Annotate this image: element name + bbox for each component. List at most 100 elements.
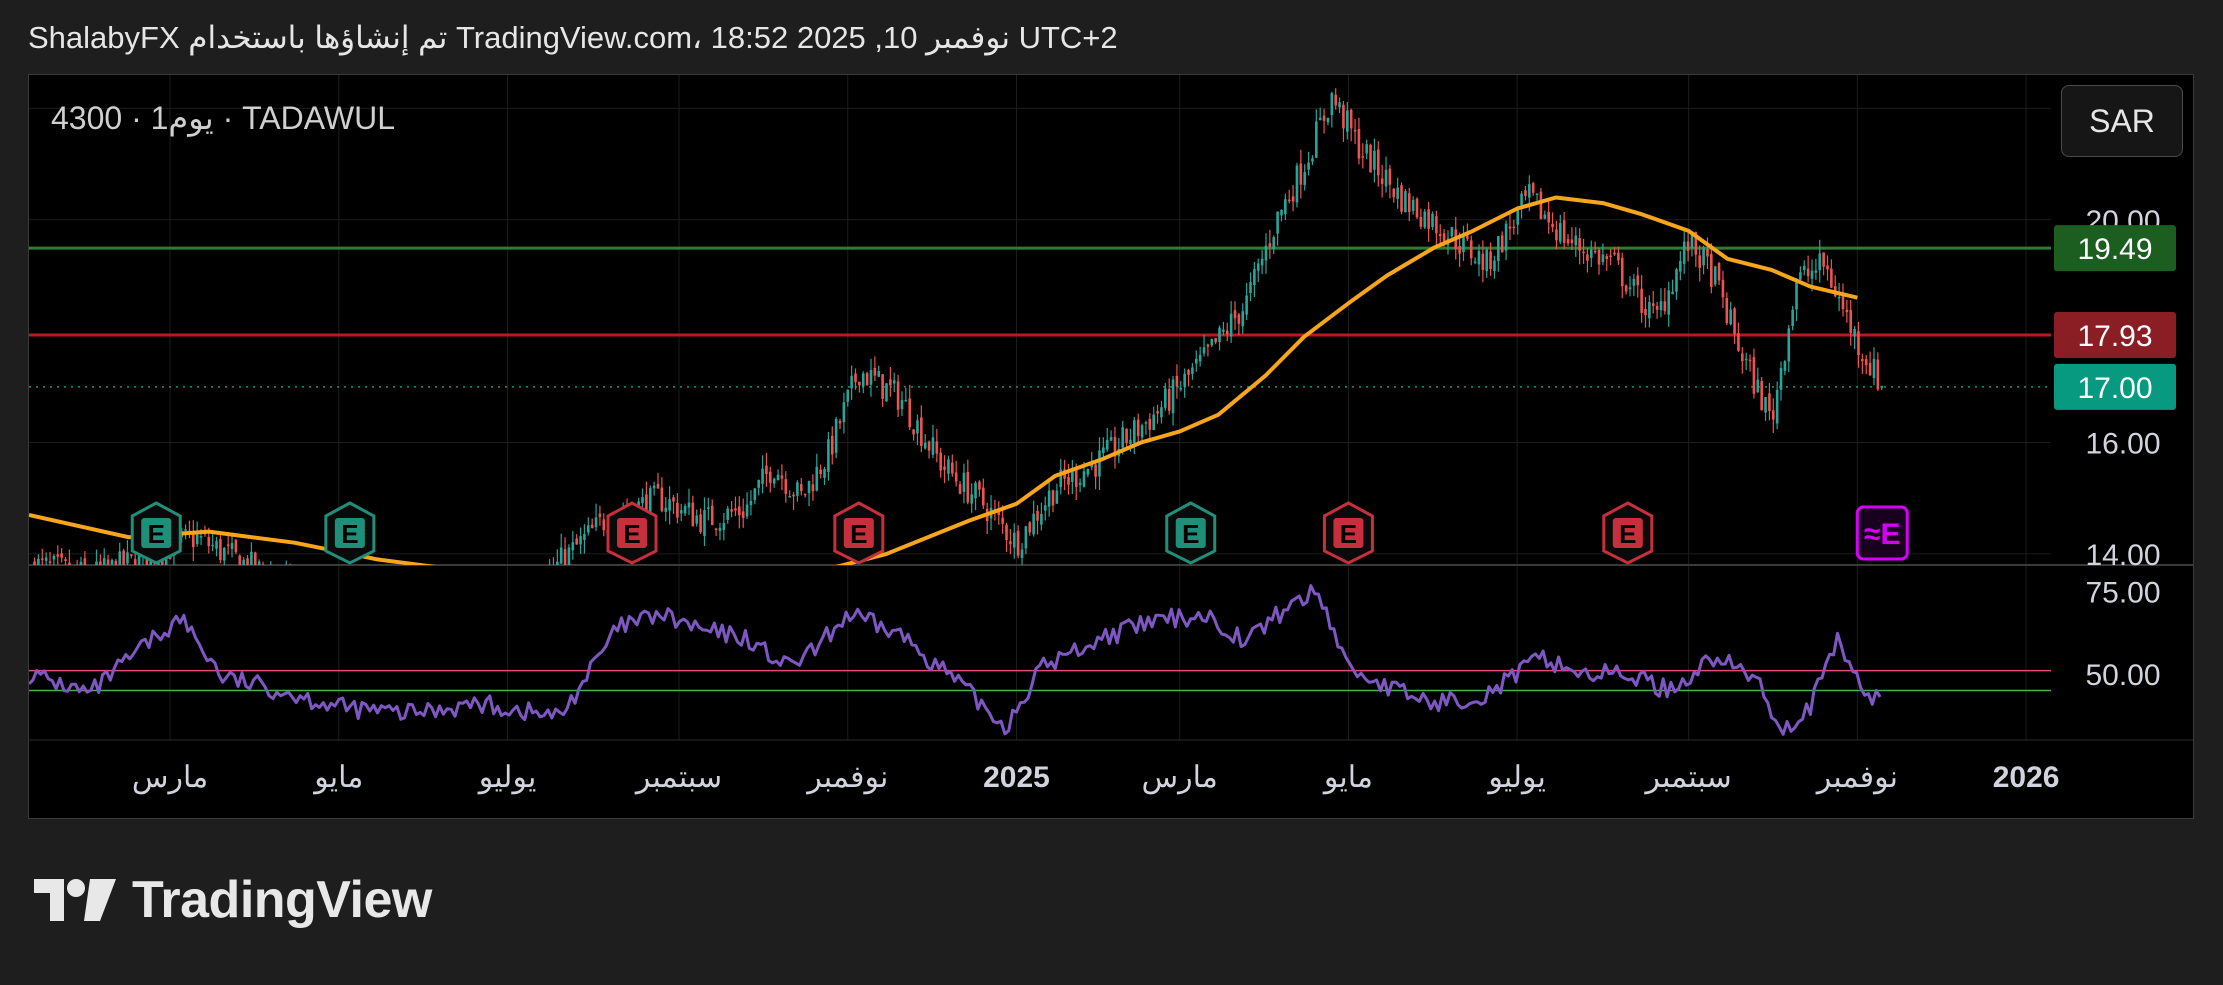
chart-header-attribution: ShalabyFX تم إنشاؤها باستخدام TradingVie… xyxy=(28,20,1118,55)
candle-body xyxy=(529,586,532,591)
price-badge-17.93 xyxy=(2054,312,2176,359)
candle-body xyxy=(1872,358,1876,379)
candle-body xyxy=(1346,110,1349,132)
candle-body xyxy=(471,597,474,610)
candle-body xyxy=(1679,260,1682,272)
candle-body xyxy=(1845,309,1849,313)
chart-panel[interactable]: EEEEEEE≈E14.0016.0020.0022.0019.4917.931… xyxy=(28,74,2194,819)
candle-body xyxy=(1752,357,1756,394)
candle-body xyxy=(1477,250,1481,265)
currency-button[interactable]: SAR xyxy=(2061,85,2183,157)
candle-body xyxy=(1047,490,1051,507)
candle-body xyxy=(1481,253,1485,270)
candle-body xyxy=(912,429,915,435)
candle-body xyxy=(1783,361,1787,371)
candle-body xyxy=(904,399,908,402)
candle-body xyxy=(1098,450,1101,477)
candle-body xyxy=(347,593,350,598)
candle-body xyxy=(1253,268,1256,286)
candle-body xyxy=(273,577,276,582)
candle-body xyxy=(858,381,861,386)
candle-body xyxy=(482,591,485,601)
candle-body xyxy=(1690,231,1694,248)
candle-body xyxy=(401,602,404,606)
candle-body xyxy=(1303,172,1307,186)
candle-body xyxy=(64,559,67,561)
candle-body xyxy=(1849,309,1853,333)
candle-body xyxy=(1713,266,1717,285)
candle-body xyxy=(575,538,578,545)
candle-body xyxy=(830,435,834,455)
candle-body xyxy=(745,504,749,517)
symbol-legend[interactable]: 4300 · 1يوم · TADAWUL xyxy=(51,100,395,136)
candle-body xyxy=(242,559,245,565)
date-axis-tick: 2026 xyxy=(1993,761,2060,794)
candle-body xyxy=(1531,183,1535,193)
candle-body xyxy=(40,558,44,560)
tradingview-logo[interactable]: TradingView xyxy=(32,870,432,930)
candle-body xyxy=(753,488,757,501)
candle-body xyxy=(652,485,656,489)
candle-body xyxy=(691,502,695,527)
candle-body xyxy=(215,541,218,549)
candle-body xyxy=(1400,185,1403,212)
candle-body xyxy=(679,510,683,514)
candle-body xyxy=(1675,269,1678,292)
candle-body xyxy=(1222,329,1225,332)
candle-body xyxy=(1547,211,1550,223)
candle-body xyxy=(850,375,853,389)
candle-body xyxy=(590,524,594,529)
candle-body xyxy=(68,562,71,565)
candle-body xyxy=(48,561,52,563)
candle-body xyxy=(1388,168,1392,185)
candle-body xyxy=(1737,332,1740,351)
candle-body xyxy=(834,418,838,453)
price-axis-tick: 16.00 xyxy=(2085,428,2160,461)
earnings-marker-miss: E xyxy=(1602,501,1654,565)
candle-body xyxy=(1407,193,1411,212)
candle-body xyxy=(1605,256,1609,260)
candle-body xyxy=(1043,505,1047,511)
candle-body xyxy=(683,506,687,514)
candle-body xyxy=(1256,263,1260,271)
candle-body xyxy=(889,379,892,386)
rsi-axis-tick: 50.00 xyxy=(2085,659,2160,692)
candle-body xyxy=(76,566,79,572)
candle-body xyxy=(1361,156,1365,158)
candle-body xyxy=(1435,216,1438,234)
candle-body xyxy=(199,535,203,538)
candle-body xyxy=(916,420,919,434)
candle-body xyxy=(966,471,970,503)
candle-body xyxy=(99,561,102,565)
candle-body xyxy=(552,567,555,570)
candle-body xyxy=(1543,214,1547,219)
candle-body xyxy=(1744,358,1748,361)
candle-body xyxy=(424,614,427,616)
candle-body xyxy=(1624,285,1628,292)
candle-body xyxy=(195,534,199,544)
date-axis-tick: نوفمبر xyxy=(1815,761,1898,795)
candle-body xyxy=(95,561,98,565)
candle-body xyxy=(660,487,664,512)
candle-body xyxy=(436,624,439,626)
candle-body xyxy=(556,561,559,565)
candle-body xyxy=(1698,255,1702,268)
candle-body xyxy=(328,590,331,603)
candle-body xyxy=(1218,327,1221,343)
candle-body xyxy=(1109,437,1113,441)
candle-body xyxy=(359,596,362,601)
candle-body xyxy=(1756,379,1760,393)
candle-body xyxy=(192,533,195,548)
candle-body xyxy=(351,597,354,604)
candle-body xyxy=(1156,411,1159,414)
candle-body xyxy=(1791,309,1794,326)
candle-body xyxy=(811,484,815,492)
candle-body xyxy=(1837,296,1841,299)
chart-canvas[interactable]: EEEEEEE≈E14.0016.0020.0022.0019.4917.931… xyxy=(29,75,2194,819)
candle-body xyxy=(1016,530,1020,556)
earnings-marker-miss: E xyxy=(606,501,658,565)
candle-body xyxy=(730,509,733,512)
candle-body xyxy=(362,594,365,605)
candle-body xyxy=(1276,211,1279,234)
candle-body xyxy=(1164,388,1167,408)
